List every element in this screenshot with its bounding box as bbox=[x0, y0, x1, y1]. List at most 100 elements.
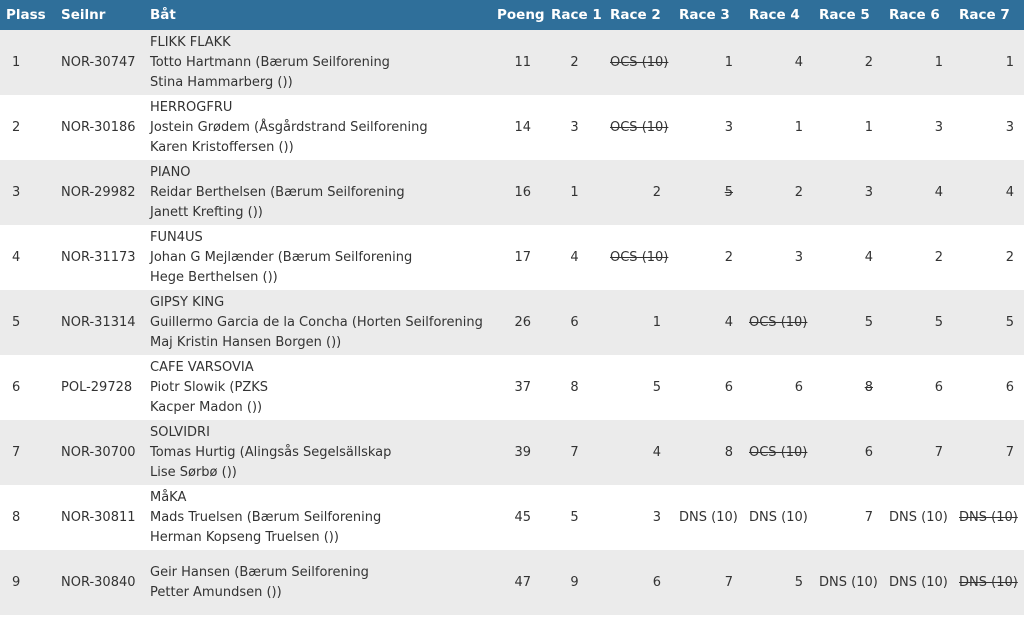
race-3-cell: 3 bbox=[673, 95, 743, 160]
discarded-score: 5 bbox=[724, 184, 733, 200]
table-row: 5 NOR-31314 GIPSY KING Guillermo Garcia de … bbox=[0, 290, 1024, 355]
table-row: 7 NOR-30700 SOLVIDRI Tomas Hurtig (Alingsås… bbox=[0, 420, 1024, 485]
race-score: 2 bbox=[570, 54, 579, 70]
race-4-cell: 5 bbox=[743, 550, 813, 615]
poeng-cell: 17 bbox=[491, 225, 545, 290]
race-score: 3 bbox=[652, 509, 661, 525]
race-6-cell: 5 bbox=[883, 290, 953, 355]
race-7-cell: 4 bbox=[953, 160, 1024, 225]
col-header-race4[interactable]: Race 4 bbox=[743, 0, 813, 30]
race-score: 3 bbox=[570, 119, 579, 135]
col-header-bat[interactable]: Båt bbox=[144, 0, 491, 30]
col-header-race3[interactable]: Race 3 bbox=[673, 0, 743, 30]
race-1-cell: 1 bbox=[545, 160, 604, 225]
seilnr-cell: NOR-31314 bbox=[55, 290, 144, 355]
results-body: 1 NOR-30747 FLIKK FLAKK Totto Hartmann (Bær… bbox=[0, 30, 1024, 615]
boat-name: CAFE VARSOVIA bbox=[150, 359, 254, 375]
race-score: 6 bbox=[934, 379, 943, 395]
race-score: 2 bbox=[1005, 249, 1014, 265]
race-score: 6 bbox=[1005, 379, 1014, 395]
race-score: 2 bbox=[864, 54, 873, 70]
plass-cell: 6 bbox=[0, 355, 55, 420]
race-6-cell: DNS (10) bbox=[883, 550, 953, 615]
plass-cell: 1 bbox=[0, 30, 55, 95]
race-4-cell: 1 bbox=[743, 95, 813, 160]
race-2-cell: 2 bbox=[604, 160, 673, 225]
race-6-cell: 2 bbox=[883, 225, 953, 290]
race-score: 8 bbox=[570, 379, 579, 395]
col-header-plass[interactable]: Plass bbox=[0, 0, 55, 30]
plass-cell: 8 bbox=[0, 485, 55, 550]
boat-name: HERROGFRU bbox=[150, 99, 233, 115]
discarded-score: DNS (10) bbox=[959, 509, 1018, 525]
race-score: 4 bbox=[1005, 184, 1014, 200]
table-row: 8 NOR-30811 MåKA Mads Truelsen (Bærum Seilf… bbox=[0, 485, 1024, 550]
plass-cell: 5 bbox=[0, 290, 55, 355]
race-score: 7 bbox=[1005, 444, 1014, 460]
race-score: DNS (10) bbox=[819, 574, 878, 590]
race-score: 5 bbox=[652, 379, 661, 395]
race-2-cell: OCS (10) bbox=[604, 225, 673, 290]
col-header-poeng[interactable]: Poeng bbox=[491, 0, 545, 30]
race-5-cell: 4 bbox=[813, 225, 883, 290]
race-5-cell: 5 bbox=[813, 290, 883, 355]
race-score: DNS (10) bbox=[889, 574, 948, 590]
race-score: 7 bbox=[864, 509, 873, 525]
crew-name: Kacper Madon ()) bbox=[150, 399, 263, 415]
race-3-cell: 6 bbox=[673, 355, 743, 420]
boat-cell: HERROGFRU Jostein Grødem (Åsgårdstrand Se… bbox=[144, 95, 491, 160]
plass-cell: 4 bbox=[0, 225, 55, 290]
race-score: 3 bbox=[724, 119, 733, 135]
poeng-cell: 11 bbox=[491, 30, 545, 95]
boat-name: PIANO bbox=[150, 164, 191, 180]
discarded-score: 8 bbox=[864, 379, 873, 395]
race-score: 1 bbox=[864, 119, 873, 135]
helm-name: Mads Truelsen (Bærum Seilforening bbox=[150, 509, 382, 525]
race-2-cell: 1 bbox=[604, 290, 673, 355]
race-2-cell: OCS (10) bbox=[604, 30, 673, 95]
race-7-cell: DNS (10) bbox=[953, 550, 1024, 615]
crew-name: Stina Hammarberg ()) bbox=[150, 74, 293, 90]
race-score: 6 bbox=[794, 379, 803, 395]
race-7-cell: 1 bbox=[953, 30, 1024, 95]
race-score: DNS (10) bbox=[889, 509, 948, 525]
poeng-cell: 37 bbox=[491, 355, 545, 420]
race-2-cell: 3 bbox=[604, 485, 673, 550]
plass-cell: 3 bbox=[0, 160, 55, 225]
boat-name: MåKA bbox=[150, 489, 187, 505]
col-header-seilnr[interactable]: Seilnr bbox=[55, 0, 144, 30]
race-7-cell: 6 bbox=[953, 355, 1024, 420]
col-header-race7[interactable]: Race 7 bbox=[953, 0, 1024, 30]
race-score: 2 bbox=[934, 249, 943, 265]
table-row: 9 NOR-30840 Geir Hansen (Bærum Seilforenin… bbox=[0, 550, 1024, 615]
race-score: 5 bbox=[570, 509, 579, 525]
helm-name: Guillermo Garcia de la Concha (Horten Se… bbox=[150, 314, 483, 330]
race-3-cell: 5 bbox=[673, 160, 743, 225]
race-score: 7 bbox=[570, 444, 579, 460]
race-score: 1 bbox=[1005, 54, 1014, 70]
race-score: 4 bbox=[724, 314, 733, 330]
race-1-cell: 8 bbox=[545, 355, 604, 420]
crew-name: Lise Sørbø ()) bbox=[150, 464, 237, 480]
race-score: DNS (10) bbox=[679, 509, 738, 525]
race-6-cell: 4 bbox=[883, 160, 953, 225]
race-score: 1 bbox=[652, 314, 661, 330]
race-score: 2 bbox=[724, 249, 733, 265]
discarded-score: OCS (10) bbox=[610, 249, 669, 265]
table-row: 2 NOR-30186 HERROGFRU Jostein Grødem (Åsgår… bbox=[0, 95, 1024, 160]
race-4-cell: OCS (10) bbox=[743, 290, 813, 355]
race-1-cell: 3 bbox=[545, 95, 604, 160]
race-1-cell: 4 bbox=[545, 225, 604, 290]
discarded-score: OCS (10) bbox=[610, 119, 669, 135]
col-header-race1[interactable]: Race 1 bbox=[545, 0, 604, 30]
helm-name: Johan G Mejlænder (Bærum Seilforening bbox=[150, 249, 413, 265]
poeng-cell: 47 bbox=[491, 550, 545, 615]
col-header-race6[interactable]: Race 6 bbox=[883, 0, 953, 30]
discarded-score: OCS (10) bbox=[610, 54, 669, 70]
race-1-cell: 9 bbox=[545, 550, 604, 615]
col-header-race2[interactable]: Race 2 bbox=[604, 0, 673, 30]
race-score: 1 bbox=[724, 54, 733, 70]
boat-name: SOLVIDRI bbox=[150, 424, 210, 440]
col-header-race5[interactable]: Race 5 bbox=[813, 0, 883, 30]
